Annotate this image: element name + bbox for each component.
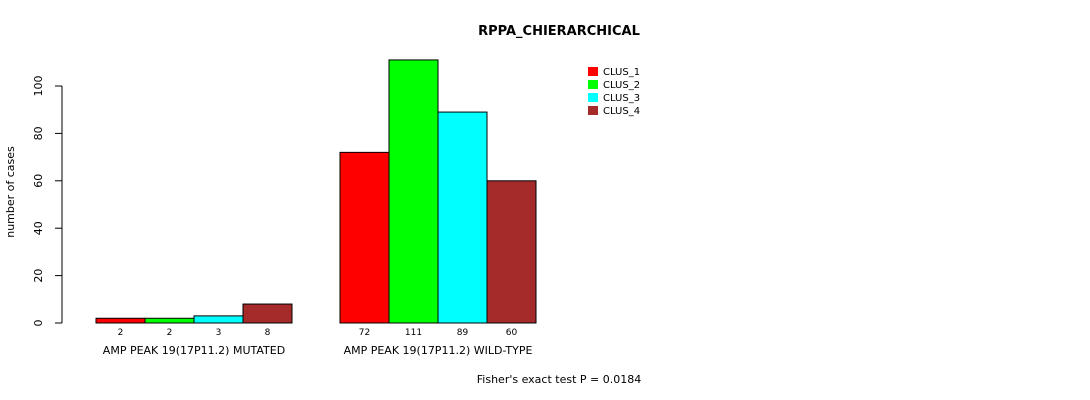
legend-label: CLUS_2 (603, 80, 640, 91)
data-labels: 2 2 3 8 72 111 89 60 (118, 328, 518, 338)
bar-clus-3-wild-type (437, 111, 488, 324)
bar-clus-4-mutated (242, 303, 293, 324)
y-tick-label: 40 (32, 221, 45, 235)
bar-value-label: 89 (457, 328, 469, 338)
legend-label: CLUS_1 (603, 67, 640, 78)
legend-swatch (588, 67, 598, 76)
y-tick-label: 100 (32, 76, 45, 97)
bar-value-label: 2 (167, 328, 173, 338)
legend-swatch (588, 93, 598, 102)
bar-clus-1-mutated (95, 317, 146, 324)
y-axis-label: number of cases (4, 146, 17, 238)
fisher-test-annotation: Fisher's exact test P = 0.0184 (477, 373, 641, 386)
legend-swatch (588, 106, 598, 115)
legend: CLUS_1 CLUS_2 CLUS_3 CLUS_4 (588, 67, 640, 117)
category-label: AMP PEAK 19(17P11.2) WILD-TYPE (344, 344, 533, 357)
y-ticks: 0 20 40 60 80 100 (32, 76, 62, 327)
chart-title: RPPA_CHIERARCHICAL (478, 24, 640, 39)
y-tick-label: 80 (32, 126, 45, 140)
legend-swatch (588, 80, 598, 89)
bar-value-label: 2 (118, 328, 124, 338)
bar-value-label: 72 (359, 328, 370, 338)
bar-value-label: 3 (216, 328, 222, 338)
y-tick-label: 20 (32, 269, 45, 283)
bar-value-label: 111 (405, 328, 422, 338)
bar-value-label: 8 (265, 328, 271, 338)
bar-clus-2-mutated (144, 317, 195, 324)
y-tick-label: 60 (32, 174, 45, 188)
bar-clus-2-wild-type (388, 59, 439, 324)
bar-clus-1-wild-type (339, 151, 390, 324)
bar-clus-3-mutated (193, 315, 244, 324)
bar-value-label: 60 (506, 328, 518, 338)
y-tick-label: 0 (32, 320, 45, 327)
category-labels: AMP PEAK 19(17P11.2) MUTATED AMP PEAK 19(… (103, 344, 533, 357)
legend-label: CLUS_3 (603, 93, 640, 104)
bars (95, 59, 537, 324)
bar-clus-4-wild-type (486, 180, 537, 324)
category-label: AMP PEAK 19(17P11.2) MUTATED (103, 344, 285, 357)
legend-label: CLUS_4 (603, 106, 640, 117)
